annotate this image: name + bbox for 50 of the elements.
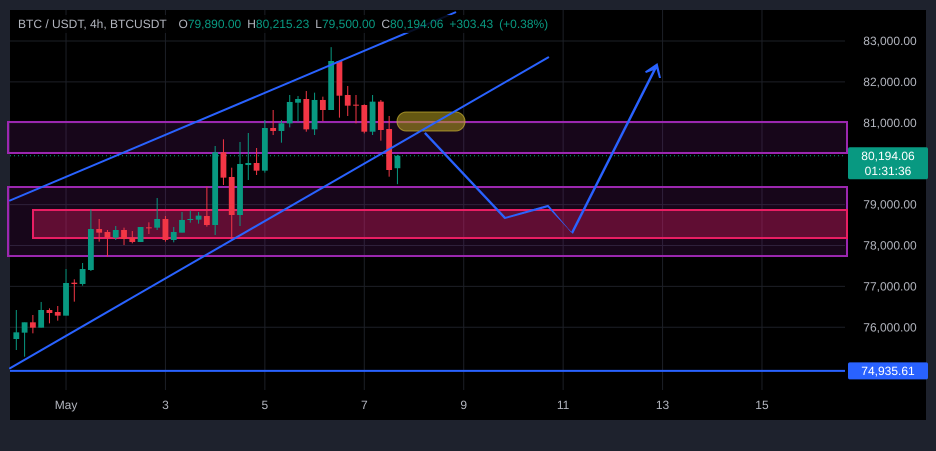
ref-line-label: 74,935.61: [861, 364, 916, 378]
candlestick: [38, 301, 44, 328]
y-tick-label: 76,000.00: [863, 320, 918, 334]
candlestick: [179, 212, 185, 234]
candlestick: [270, 110, 276, 136]
text: BTC / USDT, 4h, BTCUSDT: [18, 17, 168, 31]
candlestick: [138, 227, 144, 242]
candlestick: [353, 94, 359, 124]
candlestick: [154, 198, 160, 230]
x-tick-label: 9: [460, 398, 468, 412]
y-tick-label: 78,000.00: [863, 238, 918, 252]
x-tick-label: 7: [360, 398, 368, 412]
candlestick: [121, 227, 127, 246]
candlestick: [129, 230, 136, 244]
y-tick-label: 82,000.00: [863, 74, 918, 89]
candlestick: [13, 310, 20, 350]
candlestick: [30, 314, 36, 334]
candlestick: [46, 308, 52, 324]
candlestick: [278, 119, 284, 144]
candlestick: [112, 225, 119, 240]
x-tick-label: 5: [262, 398, 269, 412]
candlestick: [254, 147, 260, 176]
candlestick: [295, 96, 301, 122]
y-tick-label: 81,000.00: [863, 116, 918, 130]
x-tick-label: 3: [162, 398, 170, 412]
candlestick: [71, 278, 78, 302]
y-tick-label: 83,000.00: [863, 34, 918, 48]
x-tick-label: 11: [556, 398, 570, 412]
candlestick: [146, 222, 152, 235]
candlestick: [204, 186, 210, 228]
candlestick: [320, 96, 326, 122]
ref-line-label: 80,194.06: [861, 148, 916, 163]
candlestick: [80, 262, 86, 286]
text: O79,890.00 H80,215.23 L79,500.00 C80,194.06 +303.43 (+0.38%): [178, 17, 548, 31]
y-tick-label: 77,000.00: [863, 279, 918, 294]
candlestick: [344, 85, 351, 117]
candlestick: [196, 212, 202, 224]
candlestick: [96, 218, 102, 242]
candlestick: [54, 305, 61, 322]
candlestick: [162, 216, 168, 242]
text: 01:31:36: [864, 164, 912, 178]
y-tick-label: 79,000.00: [863, 198, 918, 212]
candlestick: [187, 210, 194, 224]
candlestick: [22, 322, 28, 358]
x-tick-label: May: [54, 398, 78, 412]
candlestick: [286, 94, 293, 128]
x-tick-label: 15: [755, 398, 769, 412]
x-tick-label: 13: [656, 398, 670, 412]
candlestick: [104, 230, 110, 258]
candlestick: [170, 226, 177, 243]
